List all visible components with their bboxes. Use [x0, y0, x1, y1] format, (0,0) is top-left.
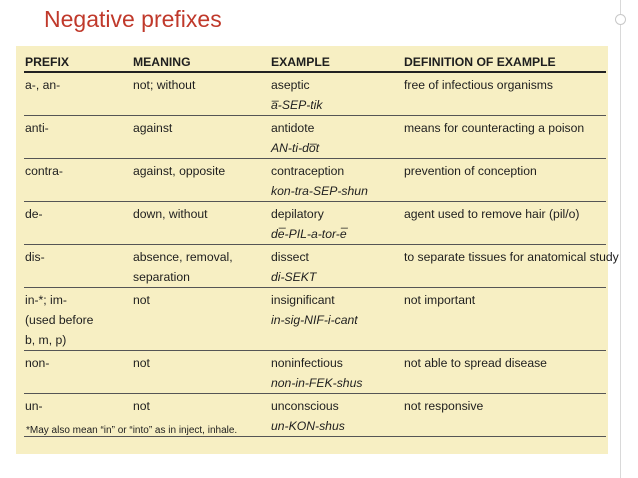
example-cell: insignificant in-sig-NIF-i-cant — [270, 287, 403, 351]
table-footnote: *May also mean “in” or “into” as in inje… — [26, 425, 238, 436]
meaning-text: against, opposite — [133, 164, 226, 178]
table-row: in-*; im- (used before b, m, p) not insign… — [24, 287, 606, 351]
meaning-text: not — [133, 293, 150, 307]
definition-cell: agent used to remove hair (pil/o) — [403, 201, 606, 245]
definition-cell: prevention of conception — [403, 158, 606, 202]
meaning-cell: not — [132, 287, 270, 351]
definition-cell: not important — [403, 287, 606, 351]
meaning-text: not — [133, 399, 150, 413]
definition-text: not important — [404, 293, 476, 307]
prefix-text: a-, an- — [25, 78, 61, 92]
example-cell: depilatory de̅-PIL-a-tor-e̅ — [270, 201, 403, 245]
table-row: non- not noninfectious non-in-FEK-shus no… — [24, 350, 606, 394]
meaning-cell: absence, removal, separation — [132, 244, 270, 288]
pronunciation: AN-ti-do̅t — [271, 141, 320, 155]
definition-text: means for counteracting a poison — [404, 121, 585, 135]
header-meaning: MEANING — [132, 54, 270, 73]
pronunciation: di-SEKT — [271, 270, 317, 284]
prefix-text: dis- — [25, 250, 45, 264]
example-cell: dissect di-SEKT — [270, 244, 403, 288]
meaning-cell: not — [132, 393, 270, 437]
prefix-cell: de- — [24, 201, 132, 245]
meaning-cell: against, opposite — [132, 158, 270, 202]
prefix-cell: a-, an- — [24, 72, 132, 116]
definition-text: free of infectious organisms — [404, 78, 554, 92]
example-word: noninfectious — [271, 356, 343, 370]
prefix-text: b, m, p) — [25, 333, 67, 347]
table-row: contra- against, opposite contraception k… — [24, 158, 606, 202]
header-prefix: PREFIX — [24, 54, 132, 73]
prefix-cell: non- — [24, 350, 132, 394]
slide-title: Negative prefixes — [44, 6, 222, 32]
meaning-text: not — [133, 356, 150, 370]
pronunciation: de̅-PIL-a-tor-e̅ — [271, 227, 347, 241]
definition-text: agent used to remove hair (pil/o) — [404, 207, 580, 221]
meaning-text: against — [133, 121, 173, 135]
prefix-table: PREFIX MEANING EXAMPLE DEFINITION OF EXA… — [24, 54, 619, 437]
meaning-text: down, without — [133, 207, 208, 221]
pronunciation: kon-tra-SEP-shun — [271, 184, 368, 198]
header-definition: DEFINITION OF EXAMPLE — [403, 54, 606, 73]
table-row: de- down, without depilatory de̅-PIL-a-to… — [24, 201, 606, 245]
prefix-text: de- — [25, 207, 43, 221]
prefix-text: anti- — [25, 121, 49, 135]
example-word: antidote — [271, 121, 315, 135]
prefix-table-panel: PREFIX MEANING EXAMPLE DEFINITION OF EXA… — [16, 46, 619, 454]
meaning-text: not; without — [133, 78, 196, 92]
definition-cell: not responsive — [403, 393, 606, 437]
example-cell: unconscious un-KON-shus — [270, 393, 403, 437]
meaning-cell: not; without — [132, 72, 270, 116]
prefix-text: contra- — [25, 164, 63, 178]
prefix-text: (used before — [25, 313, 94, 327]
slide-edge-rule — [620, 0, 621, 478]
example-cell: aseptic a̅-SEP-tik — [270, 72, 403, 116]
prefix-text: un- — [25, 399, 43, 413]
example-word: insignificant — [271, 293, 335, 307]
definition-text: prevention of conception — [404, 164, 537, 178]
definition-cell: free of infectious organisms — [403, 72, 606, 116]
prefix-cell: contra- — [24, 158, 132, 202]
example-word: contraception — [271, 164, 345, 178]
pronunciation: a̅-SEP-tik — [271, 98, 323, 112]
pronunciation: un-KON-shus — [271, 419, 345, 433]
prefix-cell: dis- — [24, 244, 132, 288]
prefix-cell: in-*; im- (used before b, m, p) — [24, 287, 132, 351]
meaning-cell: down, without — [132, 201, 270, 245]
definition-text: not responsive — [404, 399, 484, 413]
prefix-text: in-*; im- — [25, 293, 67, 307]
meaning-cell: against — [132, 115, 270, 159]
definition-cell: means for counteracting a poison — [403, 115, 606, 159]
definition-text: to separate tissues for anatomical study — [404, 250, 619, 264]
example-cell: noninfectious non-in-FEK-shus — [270, 350, 403, 394]
slide-edge-dot — [615, 14, 626, 25]
example-cell: contraception kon-tra-SEP-shun — [270, 158, 403, 202]
example-word: aseptic — [271, 78, 310, 92]
table-header-row: PREFIX MEANING EXAMPLE DEFINITION OF EXA… — [24, 54, 606, 73]
table-row: dis- absence, removal, separation dissect… — [24, 244, 619, 288]
table-row: a-, an- not; without aseptic a̅-SEP-tik f… — [24, 72, 606, 116]
example-cell: antidote AN-ti-do̅t — [270, 115, 403, 159]
table-row: un- not unconscious un-KON-shus not respo… — [24, 393, 606, 437]
pronunciation: in-sig-NIF-i-cant — [271, 313, 358, 327]
prefix-cell: anti- — [24, 115, 132, 159]
definition-cell: not able to spread disease — [403, 350, 606, 394]
table-row: anti- against antidote AN-ti-do̅t means f… — [24, 115, 606, 159]
meaning-text: separation — [133, 270, 190, 284]
pronunciation: non-in-FEK-shus — [271, 376, 363, 390]
meaning-cell: not — [132, 350, 270, 394]
prefix-cell: un- — [24, 393, 132, 437]
prefix-text: non- — [25, 356, 50, 370]
definition-text: not able to spread disease — [404, 356, 547, 370]
example-word: depilatory — [271, 207, 324, 221]
header-example: EXAMPLE — [270, 54, 403, 73]
meaning-text: absence, removal, — [133, 250, 233, 264]
definition-cell: to separate tissues for anatomical study — [403, 244, 619, 288]
example-word: dissect — [271, 250, 309, 264]
example-word: unconscious — [271, 399, 339, 413]
